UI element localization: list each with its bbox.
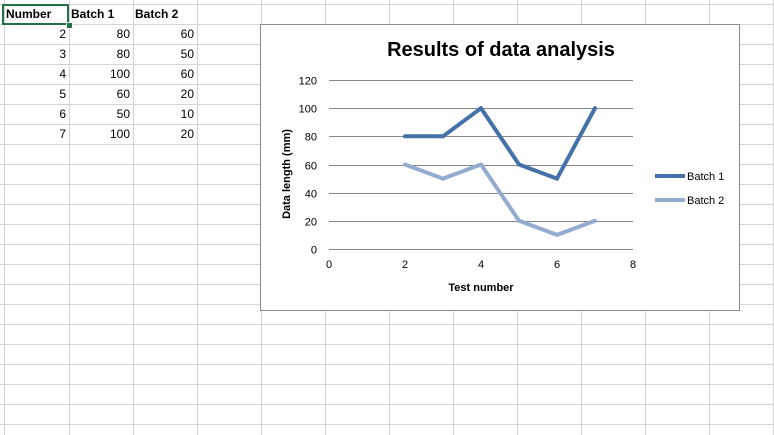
chart-canvas: Results of data analysis Data length (mm…: [281, 39, 724, 294]
cell-batch-1[interactable]: 80: [116, 47, 130, 61]
cell-batch-1[interactable]: 80: [116, 27, 130, 41]
x-tick-label: 4: [478, 259, 484, 271]
data-point-batch-2[interactable]: [555, 232, 559, 237]
cell-batch-2[interactable]: 10: [180, 107, 194, 121]
x-tick-label: 8: [630, 259, 636, 271]
cell-batch-1[interactable]: 50: [116, 107, 130, 121]
cell-number[interactable]: 2: [59, 27, 66, 41]
y-tick-label: 120: [299, 76, 317, 88]
data-point-batch-1[interactable]: [555, 176, 559, 181]
data-point-batch-2[interactable]: [479, 162, 483, 167]
y-tick-label: 100: [299, 104, 317, 116]
cell-number[interactable]: 3: [59, 47, 66, 61]
fill-handle[interactable]: [66, 22, 73, 29]
cell-number[interactable]: 6: [59, 107, 66, 121]
cell-batch-1[interactable]: 60: [116, 87, 130, 101]
y-tick-label: 80: [305, 132, 317, 144]
cell-batch-2[interactable]: 50: [180, 47, 194, 61]
cell-batch-1[interactable]: 100: [109, 67, 130, 81]
data-point-batch-2[interactable]: [593, 218, 597, 223]
cell-number[interactable]: 7: [59, 127, 66, 141]
data-point-batch-2[interactable]: [441, 176, 445, 181]
series-line-batch-2[interactable]: [404, 162, 596, 237]
y-axis-label: Data length (mm): [281, 129, 293, 219]
data-point-batch-1[interactable]: [517, 162, 521, 167]
y-tick-label: 0: [311, 245, 317, 257]
chart-title: Results of data analysis: [387, 39, 615, 61]
legend-label-batch-2: Batch 2: [687, 195, 724, 207]
data-point-batch-1[interactable]: [593, 106, 597, 111]
cell-batch-1[interactable]: 100: [109, 127, 130, 141]
y-tick-label: 20: [305, 217, 317, 229]
active-cell-selection[interactable]: [2, 4, 69, 25]
header-cell-batch-1[interactable]: Batch 1: [71, 7, 115, 21]
series-line-batch-1[interactable]: [405, 106, 597, 181]
line-chart[interactable]: Results of data analysis Data length (mm…: [260, 24, 740, 311]
data-point-batch-1[interactable]: [403, 134, 407, 139]
cell-number[interactable]: 5: [59, 87, 66, 101]
header-cell-batch-2[interactable]: Batch 2: [135, 7, 179, 21]
data-point-batch-2[interactable]: [403, 162, 407, 167]
data-point-batch-1[interactable]: [441, 134, 445, 139]
cell-number[interactable]: 4: [59, 67, 66, 81]
data-point-batch-1[interactable]: [479, 106, 483, 111]
cell-batch-2[interactable]: 20: [180, 87, 194, 101]
x-tick-label: 2: [402, 259, 408, 271]
y-tick-label: 40: [305, 189, 317, 201]
data-point-batch-2[interactable]: [517, 218, 521, 223]
x-tick-label: 0: [326, 259, 332, 271]
cell-batch-2[interactable]: 60: [180, 67, 194, 81]
y-tick-label: 60: [305, 161, 317, 173]
x-tick-label: 6: [554, 259, 560, 271]
header-cell-number[interactable]: Number: [6, 7, 52, 21]
legend-label-batch-1: Batch 1: [687, 171, 724, 183]
cell-batch-2[interactable]: 20: [180, 127, 194, 141]
cell-batch-2[interactable]: 60: [180, 27, 194, 41]
x-axis-label: Test number: [448, 282, 514, 294]
